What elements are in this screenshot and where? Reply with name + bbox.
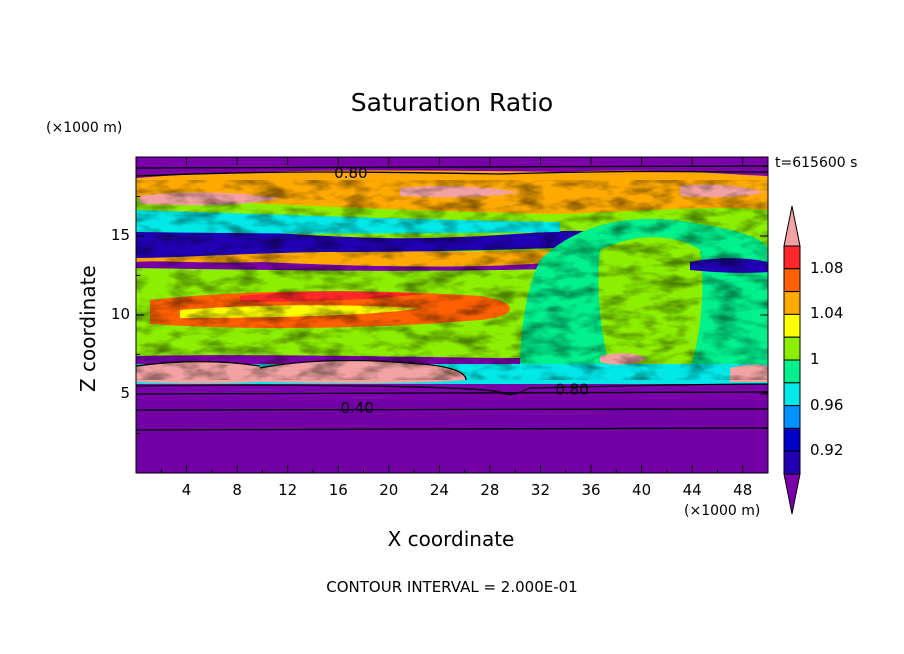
contour-line xyxy=(136,391,768,395)
y-axis-unit: (×1000 m) xyxy=(46,120,123,136)
colorbar-swatch xyxy=(783,427,801,452)
x-tick-label: 16 xyxy=(328,481,348,499)
contour-interval-note: CONTOUR INTERVAL = 2.000E-01 xyxy=(326,578,578,596)
colorbar-swatch xyxy=(783,450,801,475)
x-tick-label: 28 xyxy=(480,481,500,499)
contour-line xyxy=(136,408,768,411)
x-tick-label: 8 xyxy=(232,481,242,499)
x-tick-label: 48 xyxy=(733,481,753,499)
contour-line xyxy=(136,383,768,396)
x-tick-label: 36 xyxy=(581,481,601,499)
contour-line xyxy=(136,170,768,177)
colorbar-swatch xyxy=(783,336,801,361)
contour-lines xyxy=(136,165,768,431)
contour-line xyxy=(136,427,768,431)
colorbar-swatch xyxy=(783,291,801,315)
y-axis-label: Z coordinate xyxy=(76,265,100,392)
x-tick-label: 20 xyxy=(379,481,399,499)
band-low-dark xyxy=(136,400,768,473)
colorbar-label: 1 xyxy=(810,350,820,368)
colorbar-bottom-arrow xyxy=(783,473,801,515)
chart-title: Saturation Ratio xyxy=(350,88,554,117)
x-tick-label: 40 xyxy=(632,481,652,499)
colorbar-top-arrow xyxy=(783,205,801,247)
y-tick-label: 15 xyxy=(110,226,130,244)
x-axis-label: X coordinate xyxy=(387,527,515,551)
contour-line xyxy=(136,360,261,367)
x-tick-label: 44 xyxy=(682,481,702,499)
x-axis-unit: (×1000 m) xyxy=(684,503,761,519)
colorbar-swatch xyxy=(783,313,801,338)
y-tick-label: 10 xyxy=(110,305,130,323)
contour-line xyxy=(136,165,768,169)
colorbar xyxy=(783,205,801,515)
colorbar-label: 1.04 xyxy=(810,304,844,323)
y-tick-label: 5 xyxy=(120,384,130,402)
colorbar-label: 0.96 xyxy=(810,395,844,414)
contour-label: 0.40 xyxy=(340,399,373,417)
x-tick-label: 32 xyxy=(530,481,551,499)
time-label: t=615600 s xyxy=(775,155,858,171)
contour-labels: 0.80 0.40 0.80 xyxy=(334,164,589,417)
colorbar-swatch xyxy=(783,382,801,407)
colorbar-label: 0.92 xyxy=(810,441,844,460)
contour-line xyxy=(259,359,467,381)
x-tick-label: 24 xyxy=(429,481,449,499)
y-axis-ticks xyxy=(136,196,768,434)
colorbar-swatch xyxy=(783,359,801,384)
texture-overlay xyxy=(136,180,768,380)
x-tick-label: 12 xyxy=(278,481,298,499)
colorbar-swatch xyxy=(783,245,801,270)
x-tick-label: 4 xyxy=(181,481,192,499)
x-axis-ticks xyxy=(160,157,744,473)
colorbar-label: 1.08 xyxy=(810,258,844,277)
contour-label: 0.80 xyxy=(334,164,367,182)
contour-label: 0.80 xyxy=(555,380,588,398)
colorbar-swatch xyxy=(783,268,801,293)
plot-area: 0.80 0.40 0.80 xyxy=(136,157,768,473)
colorbar-swatch xyxy=(783,405,801,429)
